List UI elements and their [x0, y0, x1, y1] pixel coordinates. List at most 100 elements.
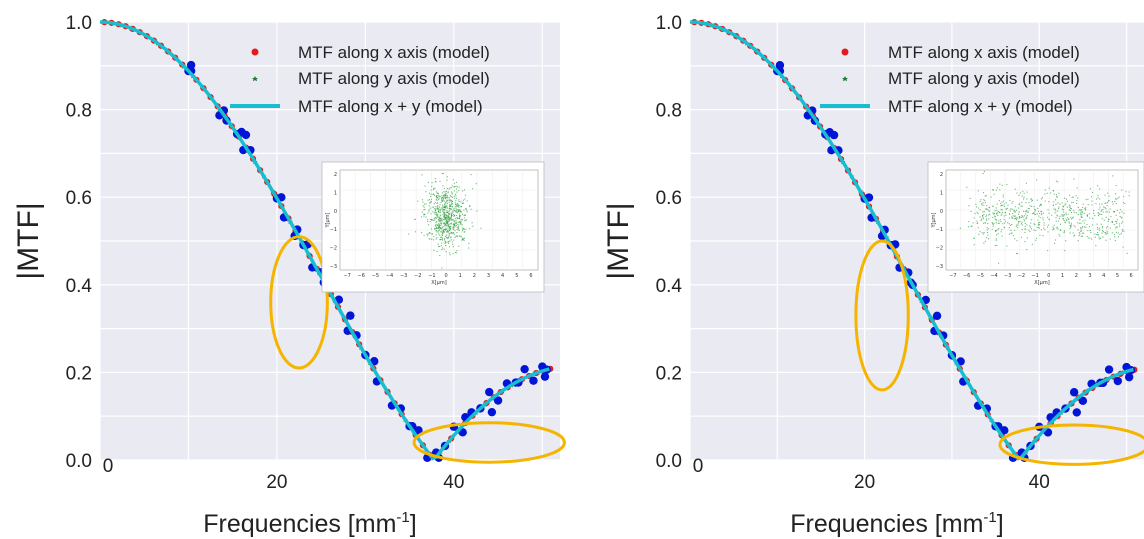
- inset-point: [446, 206, 448, 208]
- inset-point: [1017, 224, 1019, 226]
- inset-point: [444, 208, 446, 210]
- inset-point: [1081, 227, 1083, 229]
- inset-point: [1086, 214, 1088, 216]
- inset-point: [453, 227, 455, 229]
- inset-point: [989, 213, 991, 215]
- inset-point: [445, 197, 447, 199]
- x-axis-label: Frequencies [mm-1]: [790, 509, 1003, 538]
- inset-point: [1003, 203, 1005, 205]
- inset-point: [427, 220, 429, 223]
- inset-point: [1003, 218, 1005, 220]
- inset-y-tick: 0: [940, 209, 943, 215]
- inset-point: [465, 218, 467, 221]
- inset-point: [1102, 236, 1104, 238]
- inset-point: [1097, 194, 1099, 196]
- inset-point: [1028, 202, 1030, 204]
- inset-point: [1108, 211, 1110, 213]
- inset-point: [445, 228, 447, 230]
- inset-point: [1019, 192, 1022, 194]
- inset-point: [433, 249, 435, 251]
- inset-point: [449, 200, 451, 202]
- inset-point: [461, 213, 463, 215]
- inset-point: [1063, 214, 1065, 216]
- inset-point: [446, 207, 448, 209]
- inset-point: [444, 195, 446, 197]
- inset-point: [1035, 213, 1037, 215]
- inset-point: [455, 195, 457, 197]
- inset-point: [1019, 203, 1021, 205]
- inset-point: [443, 197, 445, 199]
- inset-point: [1036, 213, 1038, 215]
- inset-point: [971, 225, 973, 227]
- inset-point: [458, 218, 461, 220]
- inset-point: [995, 222, 997, 224]
- inset-point: [1019, 221, 1021, 223]
- inset-point: [449, 252, 451, 254]
- inset-point: [987, 232, 989, 234]
- inset-point: [1115, 220, 1117, 223]
- inset-point: [1034, 209, 1037, 211]
- inset-point: [445, 244, 447, 247]
- inset-point: [466, 209, 468, 211]
- inset-point: [1028, 229, 1030, 231]
- inset-point: [1040, 210, 1042, 212]
- inset-point: [1038, 226, 1040, 229]
- inset-point: [979, 201, 981, 203]
- inset-point: [1035, 229, 1037, 232]
- inset-point: [1055, 217, 1057, 219]
- inset-x-tick: 0: [444, 273, 447, 279]
- inset-point: [449, 254, 451, 256]
- inset-point: [1026, 191, 1028, 193]
- inset-point: [1015, 217, 1017, 220]
- inset-point: [446, 222, 448, 224]
- inset-point: [1033, 223, 1035, 225]
- inset-point: [456, 229, 458, 231]
- inset-point: [443, 191, 445, 193]
- inset-point: [1072, 196, 1074, 198]
- inset-point: [1039, 217, 1041, 219]
- y-tick-label: 0.0: [656, 451, 682, 472]
- inset-point: [1080, 212, 1082, 214]
- inset-point: [460, 223, 462, 225]
- inset-point: [1064, 230, 1066, 232]
- inset-point: [435, 227, 438, 229]
- inset-point: [430, 193, 432, 195]
- inset-point: [441, 195, 443, 197]
- inset-y-label: Y[μm]: [931, 212, 937, 228]
- inset-point: [466, 200, 468, 202]
- inset-point: [1122, 246, 1124, 248]
- inset-scatter: −7 −6 −5 −4 −3 −2 −1 0 1 2 3 4 5 6 2 1 0 −1 −2 −3 X[μm] Y[μm]: [927, 161, 1144, 293]
- inset-point: [1082, 226, 1084, 228]
- inset-point: [428, 209, 430, 211]
- inset-point: [1005, 208, 1007, 210]
- inset-scatter: −7 −6 −5 −4 −3 −2 −1 0 1 2 3 4 5 6 2 1 0 −1 −2 −3 X[μm] Y[μm]: [321, 161, 545, 293]
- inset-point: [427, 219, 429, 221]
- inset-point: [966, 186, 968, 188]
- inset-point: [992, 212, 994, 214]
- inset-point: [1047, 231, 1049, 233]
- inset-point: [969, 197, 971, 200]
- inset-point: [1112, 175, 1114, 177]
- inset-point: [982, 218, 984, 220]
- inset-point: [408, 233, 410, 235]
- measured-point: [540, 372, 550, 381]
- inset-point: [1048, 212, 1050, 214]
- inset-point: [448, 227, 450, 229]
- inset-point: [1036, 199, 1038, 201]
- inset-point: [442, 210, 444, 212]
- inset-point: [444, 191, 446, 193]
- inset-point: [1024, 241, 1026, 243]
- legend-marker-y: [252, 76, 258, 82]
- inset-point: [1020, 216, 1022, 218]
- inset-point: [1043, 227, 1045, 229]
- inset-point: [450, 204, 452, 206]
- inset-point: [461, 239, 463, 241]
- inset-point: [982, 192, 985, 194]
- inset-point: [1038, 222, 1040, 224]
- inset-point: [449, 237, 451, 239]
- inset-point: [1038, 223, 1040, 226]
- inset-point: [442, 198, 444, 200]
- inset-point: [444, 209, 446, 211]
- inset-point: [459, 235, 461, 237]
